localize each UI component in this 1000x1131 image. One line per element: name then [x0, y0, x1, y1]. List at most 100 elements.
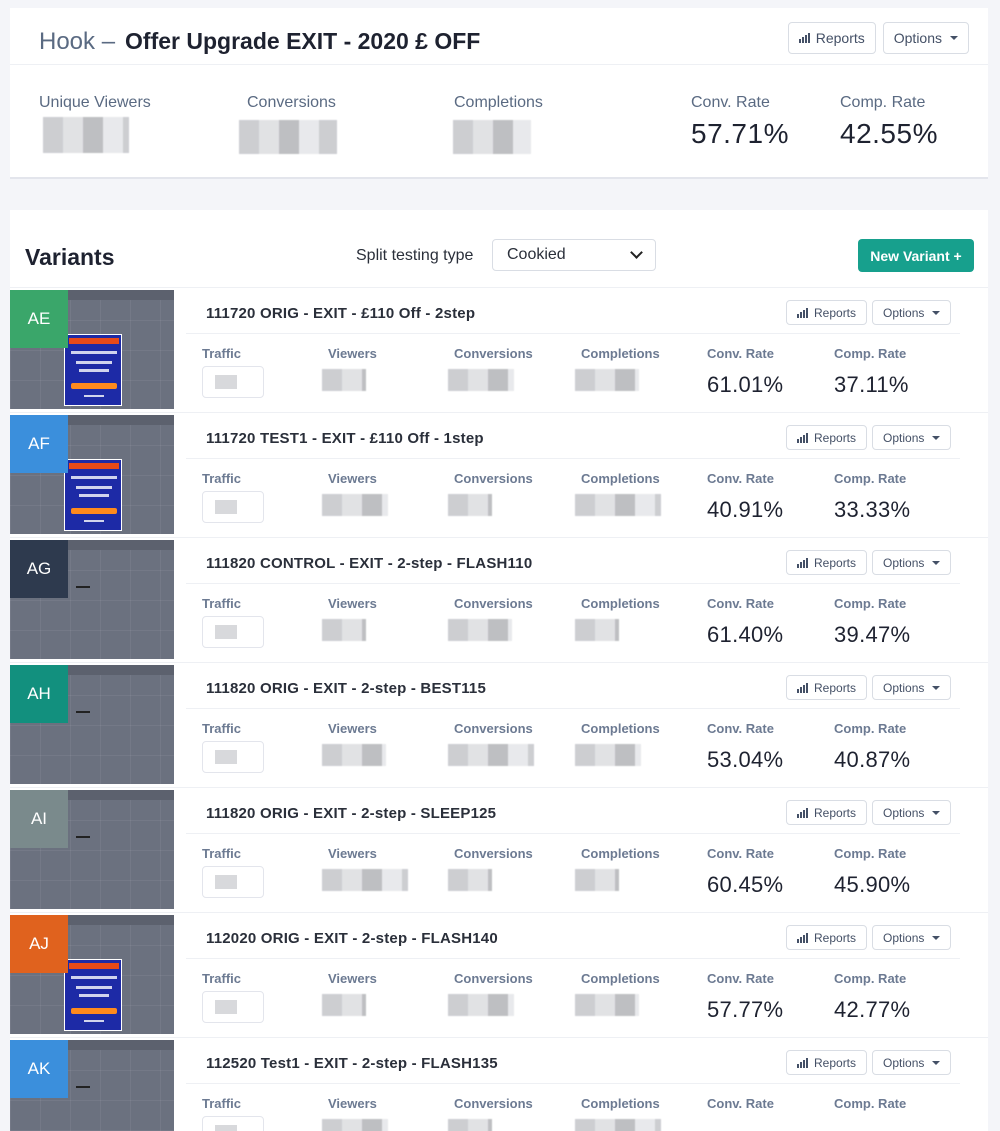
- stat-value: 42.77%: [834, 997, 911, 1022]
- stat-comp-rate: Comp. Rate 39.47%: [834, 596, 910, 648]
- variant-reports-button[interactable]: Reports: [786, 550, 868, 575]
- stat-conversions: Conversions: [448, 846, 533, 891]
- variant-options-button[interactable]: Options: [872, 300, 952, 325]
- variant-thumbnail[interactable]: AH: [10, 665, 174, 784]
- traffic-input[interactable]: [202, 741, 264, 773]
- new-variant-button[interactable]: New Variant +: [858, 239, 974, 272]
- stat-value: 61.40%: [707, 622, 784, 647]
- options-button[interactable]: Options: [882, 22, 969, 54]
- variant-thumbnail[interactable]: AE: [10, 290, 174, 409]
- stat-label: Conversions: [454, 1096, 533, 1111]
- stat-value: 60.45%: [707, 872, 784, 897]
- variant-thumbnail[interactable]: AK: [10, 1040, 174, 1131]
- options-label: Options: [883, 1055, 925, 1070]
- bar-chart-icon: [797, 557, 808, 568]
- popup-preview: [64, 459, 122, 531]
- stat-label: Conversions: [454, 971, 533, 986]
- traffic-input[interactable]: [202, 366, 264, 398]
- variants-title: Variants: [25, 244, 115, 270]
- stat-comp-rate: Comp. Rate 40.87%: [834, 721, 910, 773]
- stat-traffic: Traffic: [202, 846, 264, 898]
- divider: [186, 958, 960, 959]
- variant-name[interactable]: 111820 CONTROL - EXIT - 2-step - FLASH11…: [206, 555, 533, 572]
- variants-card: Variants Split testing type Cookied New …: [10, 210, 988, 1131]
- stat-label: Conv. Rate: [707, 1096, 774, 1111]
- stat-conversions: Conversions: [448, 1096, 533, 1131]
- traffic-input[interactable]: [202, 991, 264, 1023]
- redacted-value: [575, 369, 639, 391]
- redacted-value: [322, 369, 366, 391]
- stat-comp-rate: Comp. Rate 37.11%: [834, 346, 909, 398]
- variant-thumbnail[interactable]: AF: [10, 415, 174, 534]
- stat-label: Completions: [581, 596, 660, 611]
- stat-conv-rate: Conv. Rate 61.40%: [707, 596, 783, 648]
- variant-thumbnail[interactable]: AG: [10, 540, 174, 659]
- stat-label: Comp. Rate: [834, 721, 907, 736]
- popup-preview: [64, 959, 122, 1031]
- stat-viewers: Viewers: [322, 471, 388, 516]
- variant-thumbnail[interactable]: AJ: [10, 915, 174, 1034]
- variant-reports-button[interactable]: Reports: [786, 300, 868, 325]
- reports-button[interactable]: Reports: [787, 22, 876, 54]
- traffic-input[interactable]: [202, 616, 264, 648]
- stat-label: Completions: [454, 94, 543, 111]
- split-testing-select[interactable]: Cookied: [492, 239, 656, 271]
- split-testing-value: Cookied: [507, 246, 566, 263]
- variant-name[interactable]: 111720 TEST1 - EXIT - £110 Off - 1step: [206, 430, 484, 447]
- caret-down-icon: [932, 310, 941, 315]
- variant-options-button[interactable]: Options: [872, 800, 952, 825]
- variant-row: AJ 112020 ORIG - EXIT - 2-step - FLASH140…: [10, 912, 988, 1037]
- stat-conv-rate: Conv. Rate 57.71%: [691, 94, 789, 150]
- variant-thumbnail[interactable]: AI: [10, 790, 174, 909]
- variant-options-button[interactable]: Options: [872, 425, 952, 450]
- traffic-input[interactable]: [202, 866, 264, 898]
- bar-chart-icon: [797, 307, 808, 318]
- variant-reports-button[interactable]: Reports: [786, 1050, 868, 1075]
- stat-label: Conversions: [454, 471, 533, 486]
- variant-name[interactable]: 112020 ORIG - EXIT - 2-step - FLASH140: [206, 930, 498, 947]
- stat-value: 37.11%: [834, 372, 909, 397]
- variant-badge: AI: [10, 790, 68, 848]
- variant-actions: Reports Options: [786, 800, 952, 825]
- stat-completions: Completions: [575, 846, 660, 891]
- variant-row: AF 111720 TEST1 - EXIT - £110 Off - 1step…: [10, 412, 988, 537]
- divider: [186, 458, 960, 459]
- variant-actions: Reports Options: [786, 1050, 952, 1075]
- variant-name[interactable]: 111720 ORIG - EXIT - £110 Off - 2step: [206, 305, 476, 322]
- stat-traffic: Traffic: [202, 596, 264, 648]
- stat-completions: Completions: [575, 1096, 661, 1131]
- variant-options-button[interactable]: Options: [872, 925, 952, 950]
- variant-name[interactable]: 112520 Test1 - EXIT - 2-step - FLASH135: [206, 1055, 498, 1072]
- redacted-value: [448, 869, 492, 891]
- bar-chart-icon: [798, 33, 810, 43]
- variant-actions: Reports Options: [786, 925, 952, 950]
- redacted-value: [575, 619, 619, 641]
- chevron-down-icon: [630, 246, 643, 259]
- variant-name[interactable]: 111820 ORIG - EXIT - 2-step - BEST115: [206, 680, 487, 697]
- stat-label: Conversions: [247, 94, 336, 111]
- stat-traffic: Traffic: [202, 346, 264, 398]
- variant-options-button[interactable]: Options: [872, 675, 952, 700]
- options-label: Options: [883, 305, 925, 320]
- stat-label: Comp. Rate: [834, 346, 907, 361]
- variant-options-button[interactable]: Options: [872, 550, 952, 575]
- variant-row: AH 111820 ORIG - EXIT - 2-step - BEST115 R…: [10, 662, 988, 787]
- redacted-value: [322, 744, 386, 766]
- variant-reports-button[interactable]: Reports: [786, 425, 868, 450]
- split-testing-label: Split testing type: [356, 247, 474, 264]
- variant-actions: Reports Options: [786, 300, 952, 325]
- traffic-input[interactable]: [202, 491, 264, 523]
- stat-label: Traffic: [202, 471, 242, 486]
- variant-options-button[interactable]: Options: [872, 1050, 952, 1075]
- stat-value: 53.04%: [707, 747, 784, 772]
- popup-preview: [64, 334, 122, 406]
- variant-reports-button[interactable]: Reports: [786, 675, 868, 700]
- variant-name[interactable]: 111820 ORIG - EXIT - 2-step - SLEEP125: [206, 805, 497, 822]
- divider: [186, 583, 960, 584]
- bar-chart-icon: [797, 682, 808, 693]
- variant-reports-button[interactable]: Reports: [786, 925, 868, 950]
- traffic-input[interactable]: [202, 1116, 264, 1131]
- stat-label: Unique Viewers: [39, 94, 151, 111]
- variant-row: AK 112520 Test1 - EXIT - 2-step - FLASH13…: [10, 1037, 988, 1131]
- variant-reports-button[interactable]: Reports: [786, 800, 868, 825]
